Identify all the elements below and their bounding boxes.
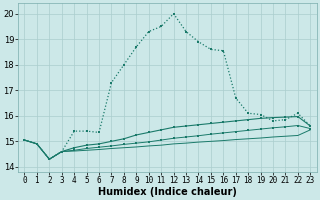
X-axis label: Humidex (Indice chaleur): Humidex (Indice chaleur) bbox=[98, 187, 237, 197]
